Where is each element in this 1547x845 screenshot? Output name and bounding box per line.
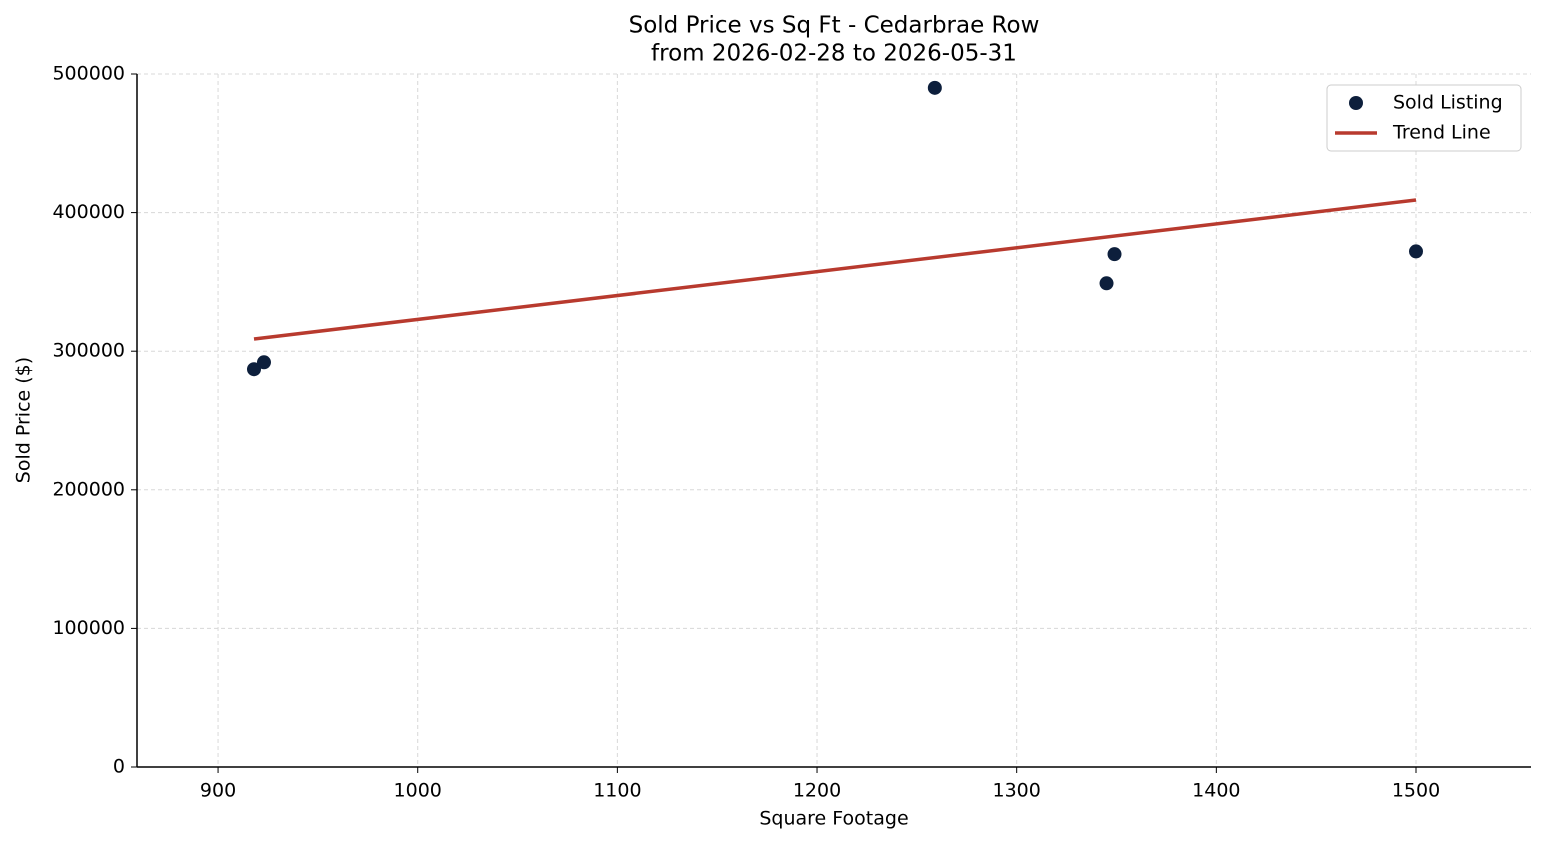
data-point <box>1099 276 1114 291</box>
x-tick-label: 900 <box>200 780 236 802</box>
data-point <box>927 80 942 95</box>
x-tick-label: 1200 <box>793 780 841 802</box>
data-point <box>1107 247 1122 262</box>
legend: Sold Listing Trend Line <box>1326 84 1522 152</box>
y-axis-label: Sold Price ($) <box>13 357 35 483</box>
legend-label: Sold Listing <box>1393 92 1503 114</box>
data-point <box>246 362 261 377</box>
x-tick-label: 1000 <box>394 780 442 802</box>
x-tick-label: 1400 <box>1192 780 1240 802</box>
trend-line <box>253 198 1417 341</box>
x-axis-label: Square Footage <box>759 808 908 830</box>
y-tick-label: 300000 <box>52 340 125 362</box>
x-tick-label: 1300 <box>993 780 1041 802</box>
y-tick-label: 500000 <box>52 63 125 85</box>
x-tick-label: 1500 <box>1392 780 1440 802</box>
x-tick-label: 1100 <box>593 780 641 802</box>
legend-label: Trend Line <box>1392 122 1491 144</box>
y-tick-label: 400000 <box>52 201 125 223</box>
legend-marker <box>1349 96 1363 110</box>
y-tick-label: 100000 <box>52 617 125 639</box>
y-tick-label: 0 <box>113 756 125 778</box>
data-point <box>1408 244 1423 259</box>
y-tick-label: 200000 <box>52 478 125 500</box>
chart-title: Sold Price vs Sq Ft - Cedarbrae Row <box>629 13 1040 39</box>
chart-subtitle: from 2026-02-28 to 2026-05-31 <box>651 41 1017 67</box>
data-point <box>256 355 271 370</box>
